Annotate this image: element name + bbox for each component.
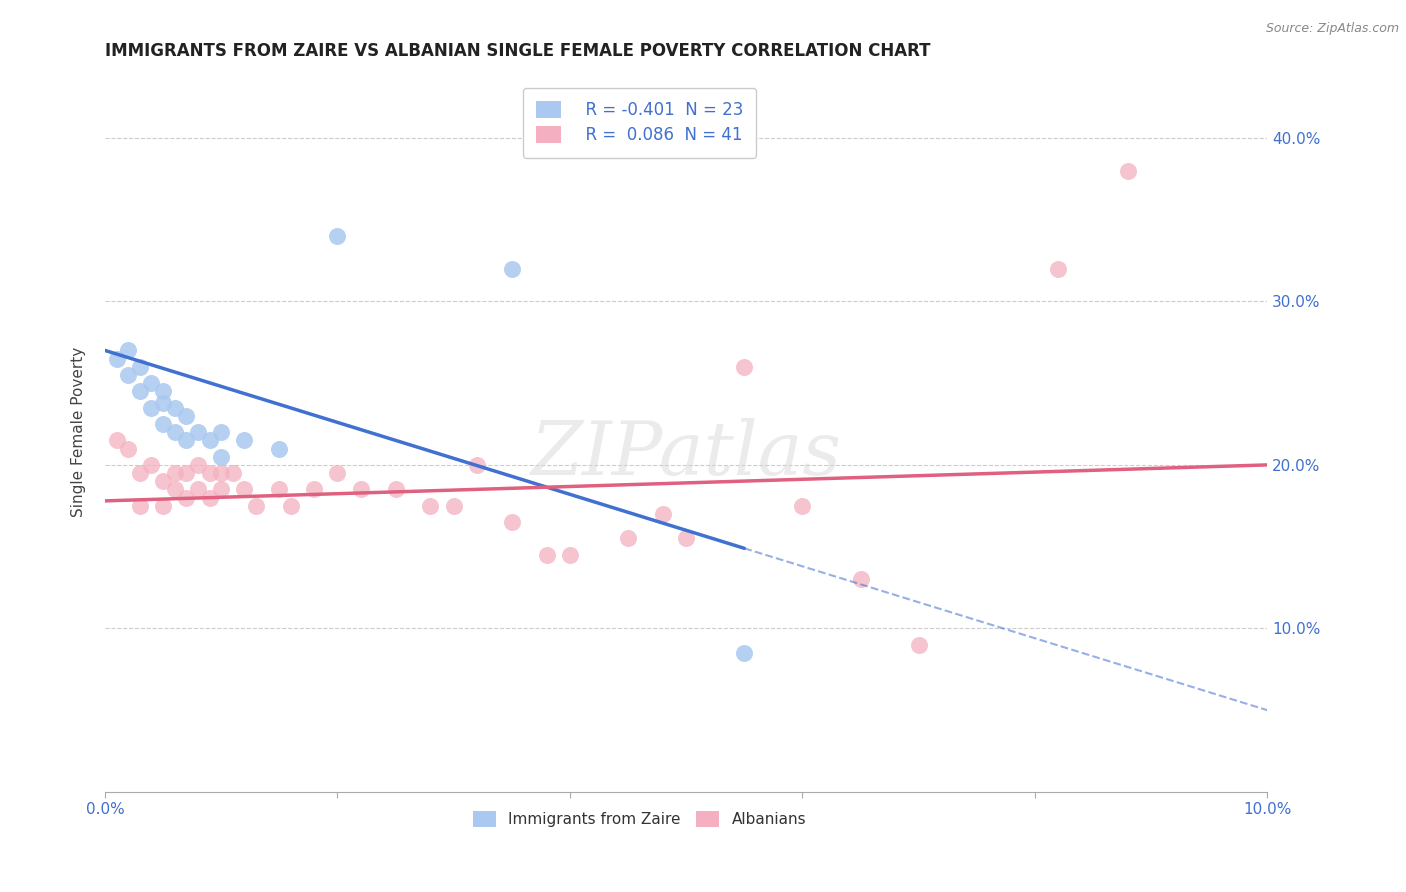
Point [302, 483, 325, 497]
Point [152, 499, 174, 513]
Point [536, 548, 558, 562]
Point [651, 507, 673, 521]
Point [176, 466, 198, 480]
Point [443, 499, 465, 513]
Text: Source: ZipAtlas.com: Source: ZipAtlas.com [1265, 22, 1399, 36]
Point [209, 466, 232, 480]
Point [792, 499, 814, 513]
Point [269, 442, 291, 456]
Point [117, 343, 139, 358]
Y-axis label: Single Female Poverty: Single Female Poverty [72, 347, 86, 517]
Point [233, 483, 256, 497]
Point [152, 384, 174, 399]
Point [105, 434, 128, 448]
Point [198, 466, 221, 480]
Point [1047, 261, 1070, 276]
Point [176, 434, 198, 448]
Point [849, 573, 872, 587]
Point [558, 548, 581, 562]
Point [1116, 163, 1139, 178]
Point [907, 638, 929, 652]
Legend: Immigrants from Zaire, Albanians: Immigrants from Zaire, Albanians [465, 804, 814, 835]
Point [187, 458, 209, 472]
Point [209, 450, 232, 464]
Point [617, 532, 640, 546]
Point [163, 401, 186, 415]
Point [128, 466, 150, 480]
Point [141, 458, 163, 472]
Text: ZIPatlas: ZIPatlas [530, 417, 842, 490]
Point [163, 483, 186, 497]
Point [326, 229, 349, 244]
Point [419, 499, 441, 513]
Point [152, 417, 174, 431]
Point [176, 409, 198, 423]
Point [733, 359, 755, 374]
Point [163, 466, 186, 480]
Point [465, 458, 488, 472]
Point [209, 425, 232, 440]
Point [326, 466, 349, 480]
Point [128, 384, 150, 399]
Point [105, 351, 128, 366]
Point [245, 499, 267, 513]
Point [152, 475, 174, 489]
Point [350, 483, 373, 497]
Point [269, 483, 291, 497]
Point [209, 483, 232, 497]
Point [280, 499, 302, 513]
Point [733, 646, 755, 660]
Point [117, 442, 139, 456]
Point [675, 532, 697, 546]
Point [222, 466, 245, 480]
Point [187, 425, 209, 440]
Point [501, 515, 523, 529]
Point [501, 261, 523, 276]
Point [233, 434, 256, 448]
Point [163, 425, 186, 440]
Point [152, 396, 174, 410]
Point [187, 483, 209, 497]
Point [384, 483, 406, 497]
Point [128, 359, 150, 374]
Text: IMMIGRANTS FROM ZAIRE VS ALBANIAN SINGLE FEMALE POVERTY CORRELATION CHART: IMMIGRANTS FROM ZAIRE VS ALBANIAN SINGLE… [105, 42, 931, 60]
Point [198, 491, 221, 505]
Point [141, 401, 163, 415]
Point [176, 491, 198, 505]
Point [141, 376, 163, 391]
Point [198, 434, 221, 448]
Point [128, 499, 150, 513]
Point [117, 368, 139, 382]
